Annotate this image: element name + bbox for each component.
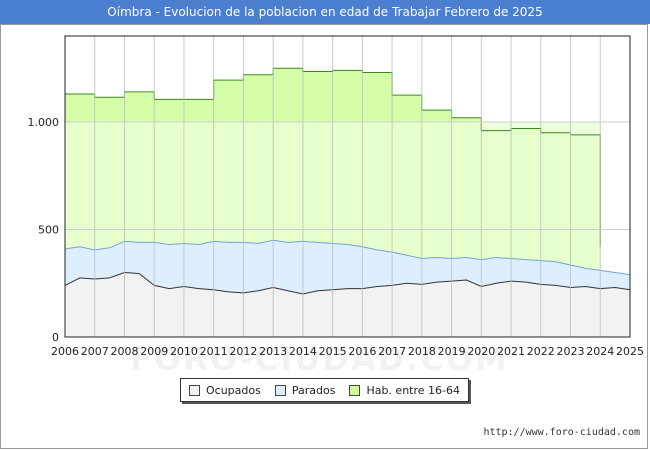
x-tick-label-2025: 2025 (616, 345, 644, 358)
legend: Ocupados Parados Hab. entre 16-64 (180, 378, 469, 402)
y-tick-label-1000: 1.000 (28, 116, 60, 129)
x-tick-label-2006: 2006 (51, 345, 79, 358)
x-tick-label-2014: 2014 (289, 345, 317, 358)
x-tick-label-2023: 2023 (557, 345, 585, 358)
line-ocupados (64, 271, 631, 295)
y-tick-label-0: 0 (52, 331, 59, 344)
chart-title: Oímbra - Evolucion de la poblacion en ed… (0, 0, 650, 24)
y-tick-label-500: 500 (38, 224, 59, 237)
x-tick-label-2019: 2019 (438, 345, 466, 358)
x-tick-label-2011: 2011 (200, 345, 228, 358)
x-tick-label-2009: 2009 (140, 345, 168, 358)
legend-label-hab: Hab. entre 16-64 (366, 383, 460, 397)
x-tick-label-2021: 2021 (497, 345, 525, 358)
legend-swatch-hab (349, 384, 361, 396)
x-tick-label-2012: 2012 (229, 345, 257, 358)
plot-border (64, 35, 631, 338)
legend-item-hab: Hab. entre 16-64 (349, 384, 460, 397)
x-tick-label-2015: 2015 (319, 345, 347, 358)
legend-swatch-parados (274, 384, 286, 396)
area-ocupados (65, 272, 630, 337)
x-tick-label-2008: 2008 (110, 345, 138, 358)
legend-swatch-ocupados (188, 384, 200, 396)
x-tick-label-2024: 2024 (586, 345, 614, 358)
x-tick-label-2022: 2022 (527, 345, 555, 358)
x-tick-label-2017: 2017 (378, 345, 406, 358)
legend-item-parados: Parados (274, 383, 336, 397)
legend-label-parados: Parados (291, 383, 336, 397)
x-tick-label-2007: 2007 (81, 345, 109, 358)
x-tick-label-2013: 2013 (259, 345, 287, 358)
x-tick-label-2020: 2020 (467, 345, 495, 358)
x-tick-label-2018: 2018 (408, 345, 436, 358)
x-tick-label-2016: 2016 (348, 345, 376, 358)
legend-label-ocupados: Ocupados (205, 383, 261, 397)
line-parados (64, 239, 631, 276)
legend-item-ocupados: Ocupados (188, 383, 261, 397)
source-url[interactable]: http://www.foro-ciudad.com (483, 427, 640, 438)
x-tick-label-2010: 2010 (170, 345, 198, 358)
watermark: FORO-CIUDAD.COM (130, 340, 509, 378)
